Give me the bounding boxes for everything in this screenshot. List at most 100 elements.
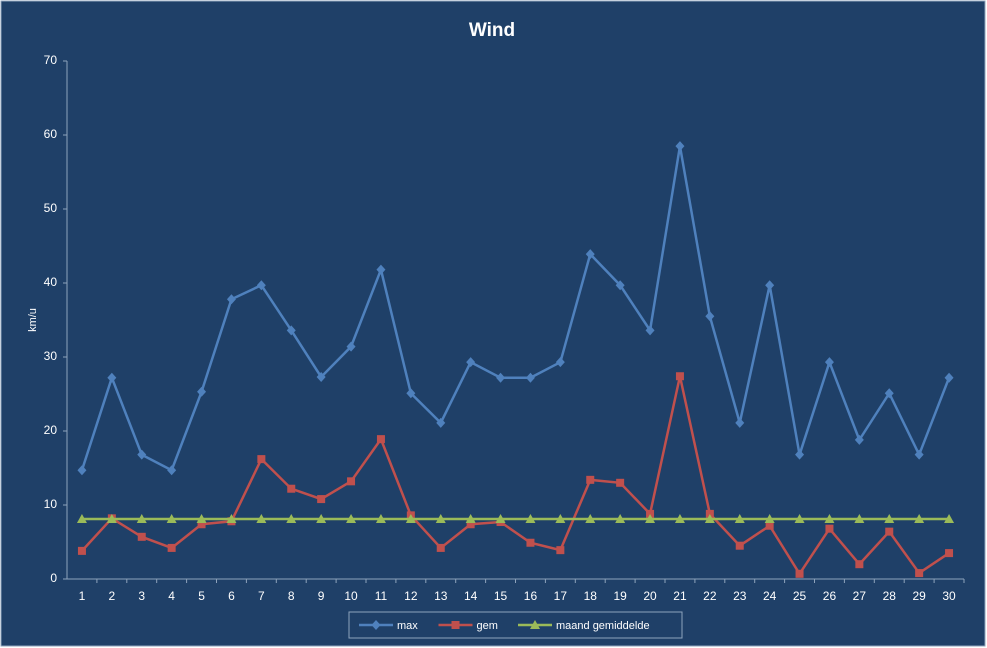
- marker: [347, 477, 356, 486]
- x-tick-label: 1: [79, 589, 86, 603]
- marker: [824, 357, 834, 368]
- marker: [555, 357, 565, 368]
- marker: [616, 478, 625, 487]
- marker: [106, 514, 117, 524]
- y-tick-label: 30: [44, 349, 58, 363]
- marker: [795, 449, 805, 460]
- marker: [794, 514, 805, 524]
- marker: [525, 514, 536, 524]
- marker: [735, 541, 744, 550]
- marker: [256, 280, 266, 291]
- x-tick-label: 2: [109, 589, 116, 603]
- marker: [495, 514, 506, 524]
- chart-title: Wind: [469, 20, 515, 41]
- x-tick-label: 19: [613, 589, 627, 603]
- marker: [914, 514, 925, 524]
- marker: [451, 621, 460, 629]
- marker: [376, 264, 386, 275]
- marker: [197, 520, 206, 529]
- marker: [615, 280, 625, 291]
- marker: [675, 372, 684, 381]
- x-tick-label: 5: [198, 589, 205, 603]
- marker: [257, 455, 266, 464]
- marker: [705, 509, 714, 518]
- x-tick-label: 20: [643, 589, 657, 603]
- x-tick-label: 15: [494, 589, 508, 603]
- legend-box: [348, 611, 683, 639]
- marker: [674, 514, 685, 524]
- marker: [735, 417, 745, 428]
- y-tick-label: 50: [44, 201, 58, 215]
- marker: [406, 388, 416, 399]
- x-tick-label: 16: [524, 589, 538, 603]
- marker: [77, 465, 87, 476]
- marker: [615, 514, 626, 524]
- marker: [824, 514, 835, 524]
- marker: [196, 514, 207, 524]
- y-tick-label: 40: [44, 275, 58, 289]
- marker: [555, 514, 566, 524]
- marker: [316, 371, 326, 382]
- marker: [136, 514, 147, 524]
- x-tick-label: 22: [703, 589, 717, 603]
- marker: [376, 435, 385, 444]
- x-tick-label: 29: [912, 589, 926, 603]
- marker: [167, 465, 177, 476]
- marker: [287, 484, 296, 493]
- marker: [466, 520, 475, 529]
- marker: [526, 538, 535, 547]
- marker: [734, 514, 745, 524]
- marker: [346, 514, 357, 524]
- marker: [317, 495, 326, 504]
- marker: [167, 543, 176, 552]
- x-tick-label: 7: [258, 589, 265, 603]
- marker: [675, 141, 685, 152]
- marker: [586, 475, 595, 484]
- x-tick-label: 28: [883, 589, 897, 603]
- x-tick-label: 21: [673, 589, 687, 603]
- marker: [405, 514, 416, 524]
- legend-label: gem: [477, 620, 498, 632]
- x-tick-label: 18: [584, 589, 598, 603]
- y-tick-label: 20: [44, 423, 58, 437]
- marker: [256, 514, 267, 524]
- y-tick-label: 10: [44, 497, 58, 511]
- marker: [645, 325, 655, 336]
- x-tick-label: 6: [228, 589, 235, 603]
- x-tick-label: 24: [763, 589, 777, 603]
- legend: max gem maand gemiddelde: [348, 611, 683, 639]
- x-tick-label: 9: [318, 589, 325, 603]
- marker: [704, 514, 715, 524]
- marker: [197, 386, 207, 397]
- marker: [645, 514, 656, 524]
- marker: [705, 311, 715, 322]
- y-tick-label: 70: [44, 53, 58, 67]
- marker: [884, 514, 895, 524]
- marker: [854, 434, 864, 445]
- marker: [466, 357, 476, 368]
- x-tick-label: 11: [375, 589, 388, 603]
- marker: [496, 372, 506, 383]
- marker: [375, 514, 386, 524]
- x-tick-label: 14: [464, 589, 478, 603]
- marker: [316, 514, 327, 524]
- marker: [371, 620, 381, 630]
- marker: [944, 514, 955, 524]
- x-tick-label: 10: [344, 589, 358, 603]
- marker: [226, 514, 237, 524]
- x-tick-label: 4: [168, 589, 175, 603]
- x-tick-label: 3: [138, 589, 145, 603]
- marker: [915, 569, 924, 578]
- marker: [465, 514, 476, 524]
- marker: [166, 514, 177, 524]
- marker: [765, 280, 775, 291]
- marker: [77, 546, 86, 555]
- x-tick-label: 26: [823, 589, 837, 603]
- marker: [137, 532, 146, 541]
- marker: [107, 372, 117, 383]
- marker: [137, 449, 147, 460]
- marker: [286, 514, 297, 524]
